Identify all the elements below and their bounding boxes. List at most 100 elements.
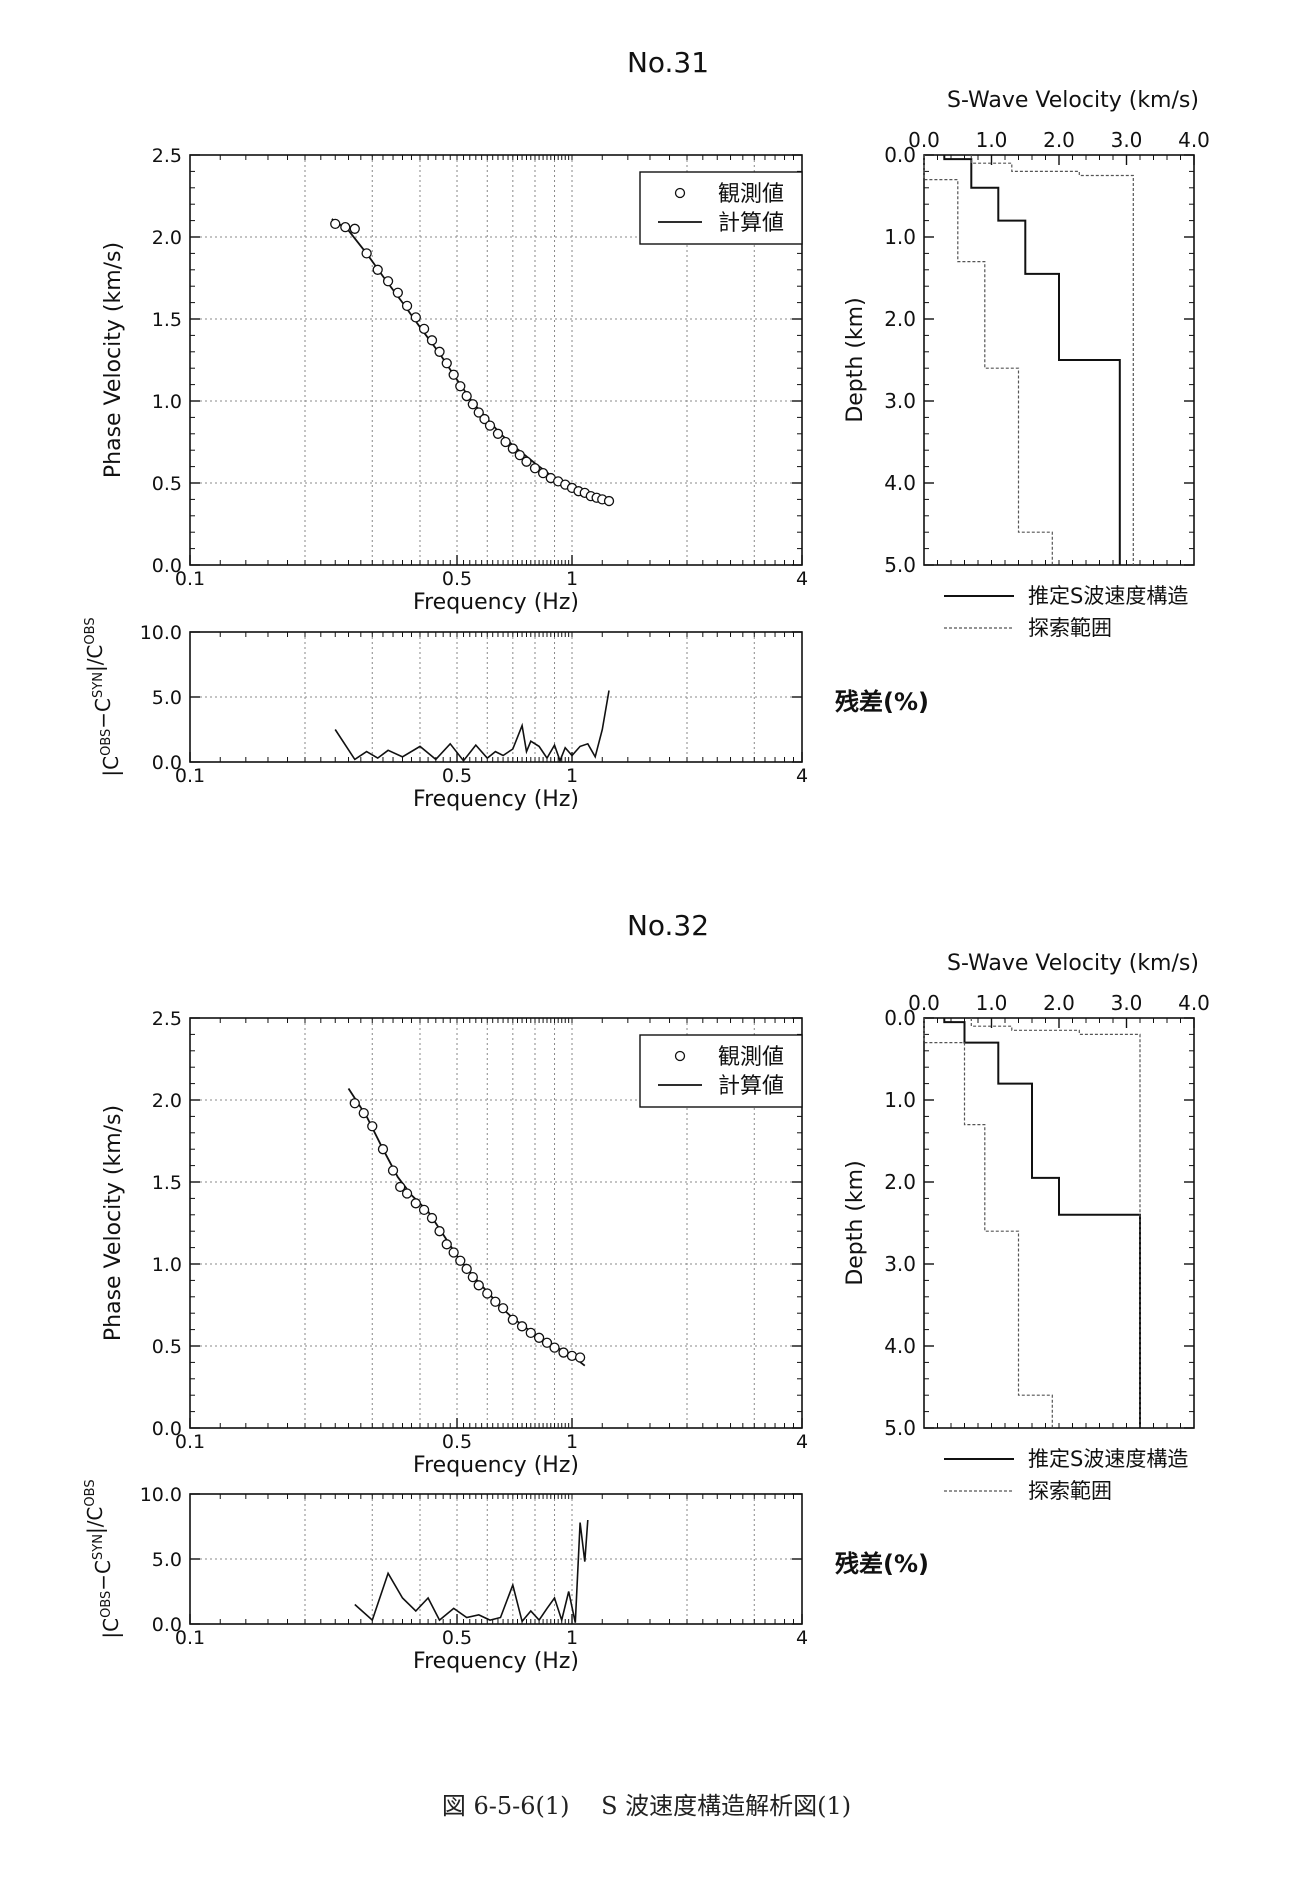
observed-point bbox=[418, 1204, 430, 1216]
figure-caption: 図 6-5-6(1) S 波速度構造解析図(1) bbox=[441, 1792, 852, 1820]
legend-range-label: 探索範囲 bbox=[1028, 1479, 1112, 1503]
panel-title: No.32 bbox=[627, 909, 709, 942]
observed-point bbox=[566, 1350, 578, 1361]
observed-point bbox=[482, 1288, 493, 1299]
dispersion-legend bbox=[639, 1034, 803, 1108]
residual-xtick-label: 0.5 bbox=[442, 1627, 472, 1649]
observed-point bbox=[574, 1352, 586, 1363]
observed-point bbox=[330, 218, 341, 230]
dispersion-frame bbox=[189, 1017, 803, 1429]
dispersion-ytick-label: 2.5 bbox=[152, 1008, 182, 1030]
profile-xtick-label: 2.0 bbox=[1043, 991, 1075, 1015]
observed-point bbox=[549, 1342, 560, 1353]
observed-point bbox=[461, 390, 472, 402]
observed-point bbox=[377, 1144, 389, 1155]
observed-point bbox=[358, 1107, 369, 1119]
search-range-line bbox=[970, 1018, 1141, 1428]
legend-calculated-label: 計算値 bbox=[718, 211, 784, 236]
residual-frame bbox=[189, 1493, 803, 1625]
residual-ylabel-part: −C bbox=[91, 1560, 115, 1591]
profile-title: S-Wave Velocity (km/s) bbox=[947, 88, 1199, 113]
residual-xtick-label: 1 bbox=[566, 765, 578, 787]
profile-xtick-label: 2.0 bbox=[1043, 128, 1075, 152]
legend-calculated-label: 計算値 bbox=[718, 1074, 784, 1099]
observed-point bbox=[395, 1181, 406, 1193]
residual-ylabel-part: |/C bbox=[83, 645, 107, 672]
dispersion-ytick-label: 1.0 bbox=[152, 1254, 182, 1276]
profile-ytick-label: 0.0 bbox=[884, 143, 916, 167]
observed-point bbox=[382, 276, 394, 287]
residual-curve bbox=[354, 1519, 589, 1624]
legend-range-label: 探索範囲 bbox=[1028, 616, 1112, 640]
velocity-profile-chart-1: 0.0 1.0 2.0 3.0 4.0 0.0 1.0 2.0 3.0 4.0 5.0 S-Wave … bbox=[843, 88, 1210, 640]
legend-observed-marker bbox=[674, 1050, 686, 1062]
dispersion-ytick-label: 0.5 bbox=[152, 473, 182, 495]
residual-ytick-label: 0.0 bbox=[152, 1614, 182, 1636]
dispersion-ytick-label: 2.5 bbox=[152, 145, 182, 167]
residual-ylabel-part: −C bbox=[91, 698, 115, 729]
observed-point bbox=[558, 1347, 569, 1358]
residual-ylabel-part: |/C bbox=[83, 1507, 107, 1534]
residual-xtick-label: 0.1 bbox=[175, 1627, 205, 1649]
residual-xtick-label: 4 bbox=[796, 765, 808, 787]
dispersion-ytick-label: 1.5 bbox=[152, 1172, 182, 1194]
profile-ytick-label: 2.0 bbox=[884, 1170, 916, 1194]
residual-ylabel-part: OBS bbox=[99, 729, 114, 756]
profile-xtick-label: 1.0 bbox=[976, 128, 1008, 152]
profile-ylabel: Depth (km) bbox=[843, 297, 868, 422]
dispersion-ytick-label: 0.0 bbox=[152, 1418, 182, 1440]
profile-xtick-label: 0.0 bbox=[908, 991, 940, 1015]
profile-ylabel: Depth (km) bbox=[843, 1160, 868, 1285]
observed-point bbox=[541, 1337, 553, 1348]
dispersion-ytick-label: 1.0 bbox=[152, 391, 182, 413]
legend-estimated-label: 推定S波速度構造 bbox=[1028, 584, 1188, 608]
profile-ytick-label: 5.0 bbox=[884, 1416, 916, 1440]
legend-observed-label: 観測値 bbox=[718, 1045, 784, 1070]
dispersion-xtick-label: 0.1 bbox=[175, 568, 205, 590]
dispersion-xlabel: Frequency (Hz) bbox=[413, 590, 579, 615]
residual-ylabel-part: OBS bbox=[83, 617, 98, 644]
observed-point bbox=[525, 1327, 536, 1339]
dispersion-ytick-label: 1.5 bbox=[152, 309, 182, 331]
residual-xlabel: Frequency (Hz) bbox=[413, 787, 579, 812]
residual-xtick-label: 0.5 bbox=[442, 765, 472, 787]
observed-point bbox=[418, 323, 430, 334]
observed-point bbox=[455, 1255, 466, 1266]
profile-xtick-label: 4.0 bbox=[1178, 991, 1210, 1015]
dispersion-xtick-label: 1 bbox=[566, 1431, 578, 1453]
residual-xtick-label: 0.1 bbox=[175, 765, 205, 787]
observed-point bbox=[349, 223, 360, 234]
dispersion-ytick-label: 0.0 bbox=[152, 555, 182, 577]
observed-point bbox=[434, 1226, 445, 1237]
observed-point bbox=[434, 346, 445, 357]
velocity-profile-chart-2: 0.0 1.0 2.0 3.0 4.0 0.0 1.0 2.0 3.0 4.0 5.0 S-Wave … bbox=[843, 951, 1210, 1503]
profile-ytick-label: 1.0 bbox=[884, 225, 916, 249]
observed-point bbox=[448, 369, 459, 380]
observed-point bbox=[603, 495, 615, 507]
profile-frame bbox=[923, 154, 1195, 566]
observed-point bbox=[401, 1188, 413, 1199]
residual-ytick-label: 5.0 bbox=[152, 1549, 182, 1571]
residual-ylabel: |COBS−CSYN|/COBS bbox=[83, 617, 123, 776]
observed-point bbox=[410, 312, 421, 323]
dispersion-ytick-label: 0.5 bbox=[152, 1336, 182, 1358]
observed-point bbox=[361, 248, 372, 259]
residual-ytick-label: 10.0 bbox=[140, 1484, 182, 1506]
profile-xtick-label: 3.0 bbox=[1111, 991, 1143, 1015]
profile-frame bbox=[923, 1017, 1195, 1429]
observed-point bbox=[533, 1332, 545, 1343]
observed-point bbox=[516, 1321, 528, 1332]
observed-point bbox=[401, 300, 413, 312]
dispersion-chart-2: 0.1 0.5 1 4 0.0 0.5 1.0 1.5 2.0 2.5 Frequency (Hz)… bbox=[101, 1008, 808, 1478]
observed-point bbox=[514, 449, 525, 461]
profile-ytick-label: 0.0 bbox=[884, 1006, 916, 1030]
residual-xtick-label: 1 bbox=[566, 1627, 578, 1649]
observed-point bbox=[500, 436, 511, 448]
observed-point bbox=[521, 456, 532, 467]
observed-point bbox=[467, 399, 478, 410]
search-range-line bbox=[923, 155, 1053, 565]
observed-point bbox=[497, 1303, 509, 1314]
